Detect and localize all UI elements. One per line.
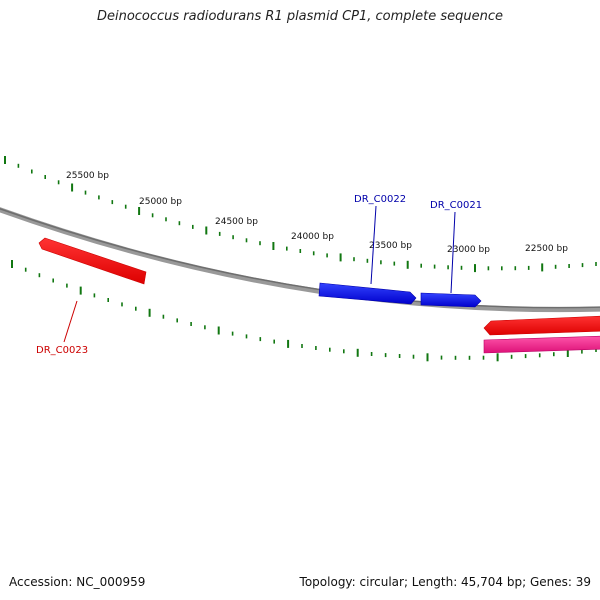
tick-label: 23500 bp [369,241,412,251]
tick-label: 25500 bp [66,171,109,181]
leader-line-dr-c0023 [63,300,78,343]
tick-label: 24000 bp [291,232,334,242]
gene-label-dr-c0022[interactable]: DR_C0022 [354,194,406,205]
plasmid-backbone [0,207,600,313]
gene-arrow-dr-c0022[interactable] [318,282,417,305]
plasmid-backbone-highlight [0,207,600,309]
tick-label: 25000 bp [139,197,182,207]
gene-arrow-pink-right[interactable] [483,335,600,354]
topology-text: Topology: circular; Length: 45,704 bp; G… [299,575,591,589]
tick-label: 24500 bp [215,217,258,227]
tick-label: 23000 bp [447,245,490,255]
gene-arrow-dr-c0021[interactable] [420,292,482,308]
gene-label-dr-c0023[interactable]: DR_C0023 [36,345,88,356]
leader-line-dr-c0022 [370,205,377,285]
gene-label-dr-c0021[interactable]: DR_C0021 [430,200,482,211]
gene-arrow-red-right[interactable] [483,315,600,336]
inner-tick-ring [11,260,597,362]
tick-label-group: 25500 bp 25000 bp 24500 bp 24000 bp 2350… [66,171,568,255]
leader-line-dr-c0021 [450,211,456,294]
gene-arrow-dr-c0023[interactable] [38,237,147,285]
map-title: Deinococcus radiodurans R1 plasmid CP1, … [96,9,504,24]
accession-text: Accession: NC_000959 [9,575,146,589]
tick-label: 22500 bp [525,244,568,254]
outer-tick-ring [4,156,597,273]
